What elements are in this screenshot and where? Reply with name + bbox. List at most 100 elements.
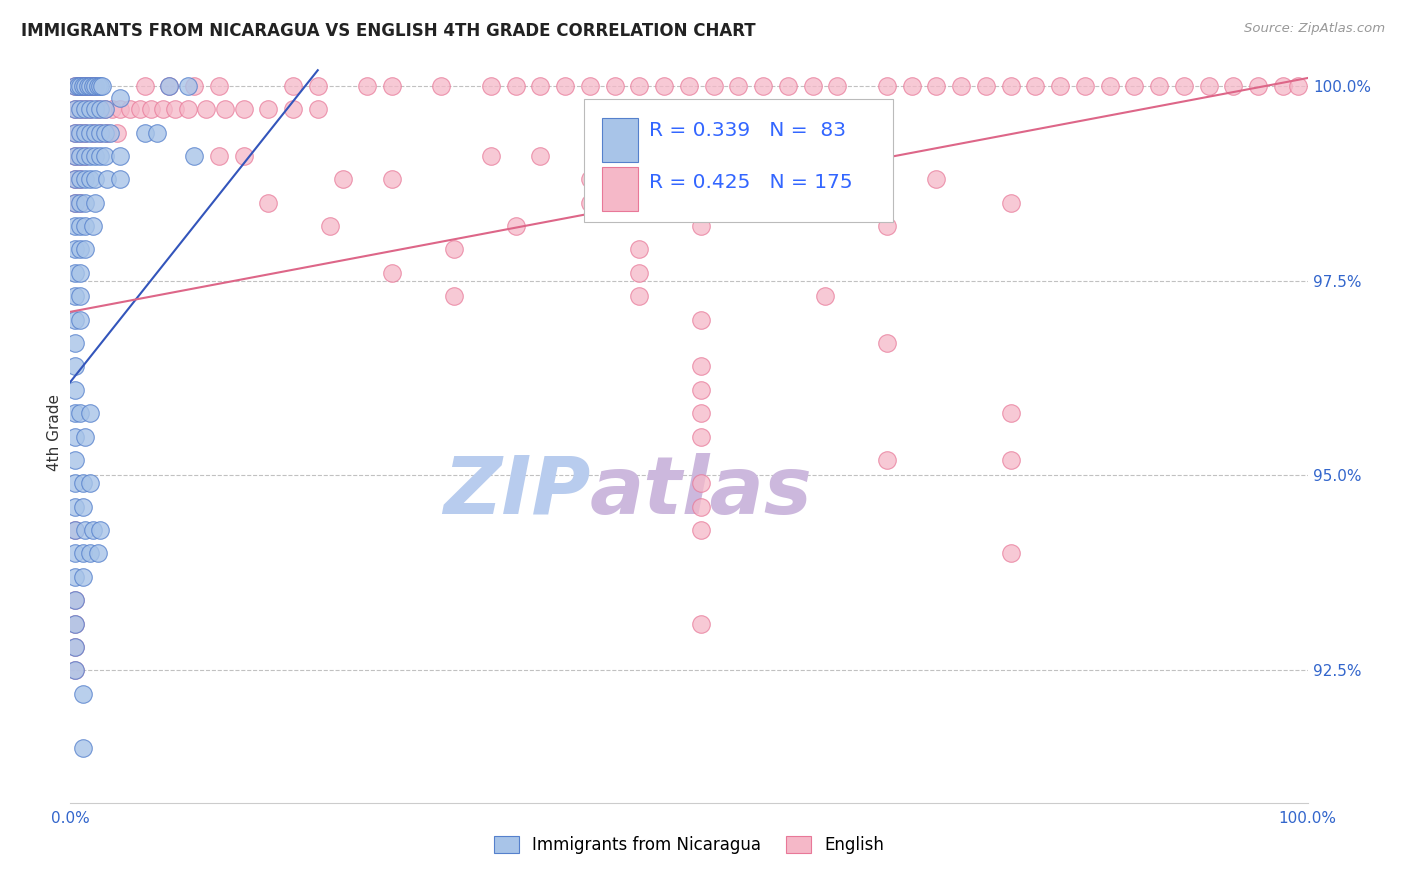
FancyBboxPatch shape (583, 99, 893, 221)
Point (108, 102, 131, 116)
Point (69, 126, 91, 140)
Point (65, 102, 87, 116)
Point (307, 78, 329, 93)
Point (72, 741, 94, 756)
Point (75, 149, 97, 163)
Point (75, 429, 97, 443)
Point (75, 219, 97, 233)
Point (98, 126, 121, 140)
Point (84, 78, 107, 93)
Point (65, 383, 87, 397)
Point (65, 266, 87, 280)
FancyBboxPatch shape (602, 167, 638, 211)
Point (814, 289, 837, 303)
Y-axis label: 4th Grade: 4th Grade (46, 394, 62, 471)
Point (69, 172, 91, 186)
Point (974, 78, 997, 93)
Point (94, 102, 117, 116)
Point (79, 406, 101, 420)
Point (950, 78, 973, 93)
Point (89, 523, 111, 537)
Point (505, 78, 527, 93)
Point (108, 90, 131, 104)
Point (82, 78, 104, 93)
Point (72, 476, 94, 491)
Point (1222, 78, 1244, 93)
Point (1271, 78, 1294, 93)
Text: R = 0.425   N = 175: R = 0.425 N = 175 (650, 173, 853, 192)
Point (89, 149, 111, 163)
Point (79, 78, 101, 93)
Point (96, 172, 118, 186)
Point (75, 195, 97, 210)
Point (65, 640, 87, 654)
Point (690, 359, 713, 374)
Point (925, 78, 948, 93)
Legend: Immigrants from Nicaragua, English: Immigrants from Nicaragua, English (486, 830, 891, 861)
Point (72, 78, 94, 93)
Point (1147, 78, 1170, 93)
Point (65, 312, 87, 326)
Point (628, 266, 651, 280)
Point (86, 78, 108, 93)
Point (65, 359, 87, 374)
Point (79, 78, 101, 93)
Point (232, 149, 254, 163)
Point (65, 195, 87, 210)
Point (84, 78, 107, 93)
Point (281, 102, 304, 116)
Point (554, 78, 576, 93)
Point (690, 523, 713, 537)
Point (79, 172, 101, 186)
Point (690, 616, 713, 631)
Point (65, 663, 87, 677)
Point (628, 289, 651, 303)
Point (94, 102, 117, 116)
Point (307, 102, 329, 116)
Point (430, 78, 453, 93)
Point (690, 476, 713, 491)
Point (66, 78, 89, 93)
Point (89, 102, 111, 116)
Point (381, 172, 404, 186)
Point (75, 102, 97, 116)
Point (1049, 78, 1071, 93)
Point (79, 149, 101, 163)
Point (65, 126, 87, 140)
Point (65, 149, 87, 163)
Point (65, 406, 87, 420)
Point (65, 663, 87, 677)
Point (105, 126, 128, 140)
Point (65, 126, 87, 140)
Point (690, 429, 713, 443)
Text: ZIP: ZIP (443, 453, 591, 531)
Point (690, 383, 713, 397)
Point (69, 219, 91, 233)
Point (1198, 78, 1220, 93)
Point (65, 570, 87, 584)
Point (1098, 78, 1121, 93)
Point (69, 289, 91, 303)
Point (69, 78, 91, 93)
Point (1286, 78, 1309, 93)
Point (118, 102, 141, 116)
Point (65, 78, 87, 93)
Point (66, 78, 89, 93)
Text: atlas: atlas (591, 453, 813, 531)
Point (75, 126, 97, 140)
Point (134, 126, 156, 140)
Point (65, 616, 87, 631)
Point (79, 102, 101, 116)
Point (65, 429, 87, 443)
Point (128, 102, 150, 116)
Point (505, 219, 527, 233)
Point (65, 476, 87, 491)
Point (69, 149, 91, 163)
Point (257, 102, 280, 116)
Point (65, 616, 87, 631)
Point (69, 195, 91, 210)
Point (65, 78, 87, 93)
Point (1123, 78, 1146, 93)
Point (208, 78, 231, 93)
FancyBboxPatch shape (602, 118, 638, 161)
